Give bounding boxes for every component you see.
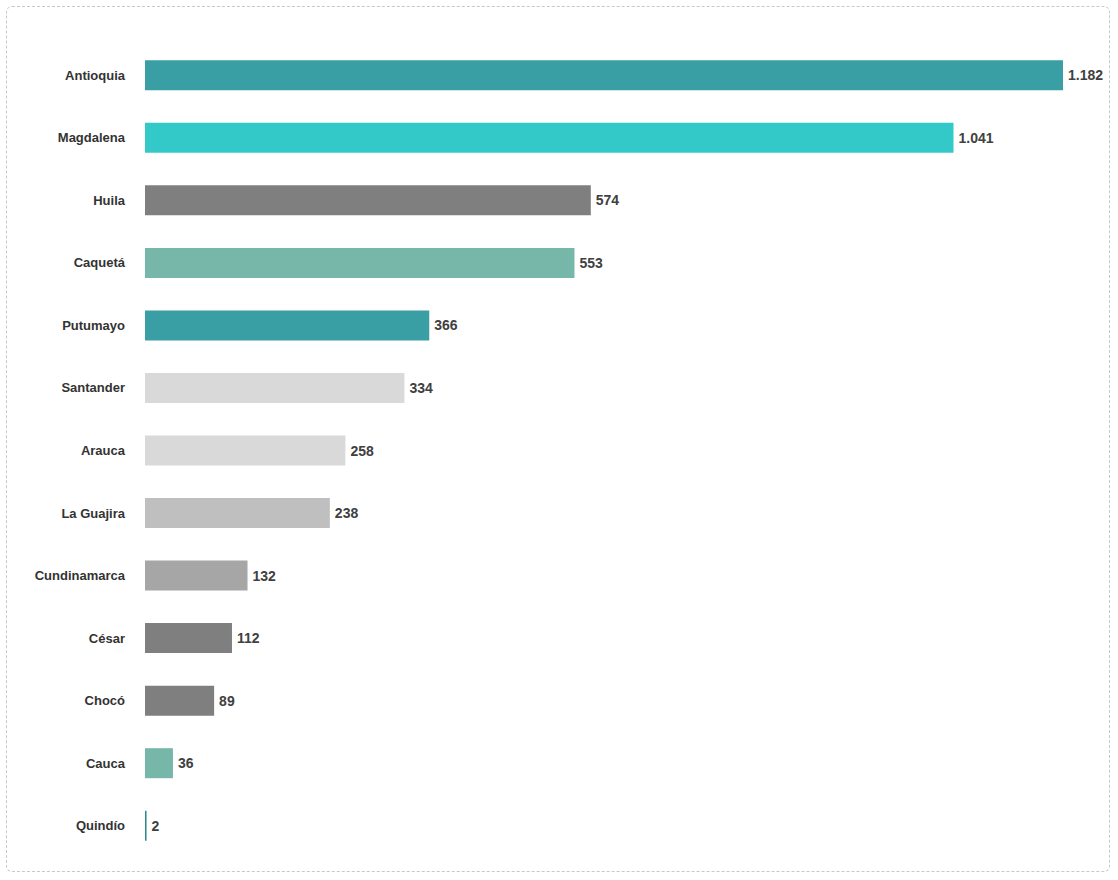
svg-text:Arauca: Arauca — [81, 443, 126, 458]
svg-text:Antioquia: Antioquia — [65, 68, 126, 83]
svg-text:Magdalena: Magdalena — [58, 130, 126, 145]
svg-text:1.182: 1.182 — [1068, 67, 1103, 83]
svg-text:366: 366 — [434, 317, 458, 333]
svg-text:2: 2 — [152, 818, 160, 834]
svg-text:César: César — [89, 631, 125, 646]
svg-text:132: 132 — [253, 568, 277, 584]
svg-text:Santander: Santander — [61, 380, 125, 395]
svg-text:Cauca: Cauca — [86, 756, 126, 771]
svg-text:258: 258 — [350, 443, 374, 459]
svg-text:Quindío: Quindío — [76, 818, 125, 833]
svg-text:Chocó: Chocó — [85, 693, 126, 708]
svg-text:238: 238 — [335, 505, 359, 521]
svg-text:553: 553 — [579, 255, 603, 271]
svg-text:36: 36 — [178, 755, 194, 771]
svg-text:89: 89 — [219, 693, 235, 709]
svg-text:334: 334 — [409, 380, 433, 396]
svg-text:574: 574 — [596, 192, 620, 208]
svg-text:112: 112 — [237, 630, 260, 646]
svg-text:Putumayo: Putumayo — [62, 318, 125, 333]
svg-text:Caquetá: Caquetá — [74, 255, 126, 270]
svg-text:La Guajira: La Guajira — [61, 506, 125, 521]
svg-text:1.041: 1.041 — [958, 130, 993, 146]
svg-text:Cundinamarca: Cundinamarca — [35, 568, 126, 583]
svg-text:Huila: Huila — [93, 193, 126, 208]
